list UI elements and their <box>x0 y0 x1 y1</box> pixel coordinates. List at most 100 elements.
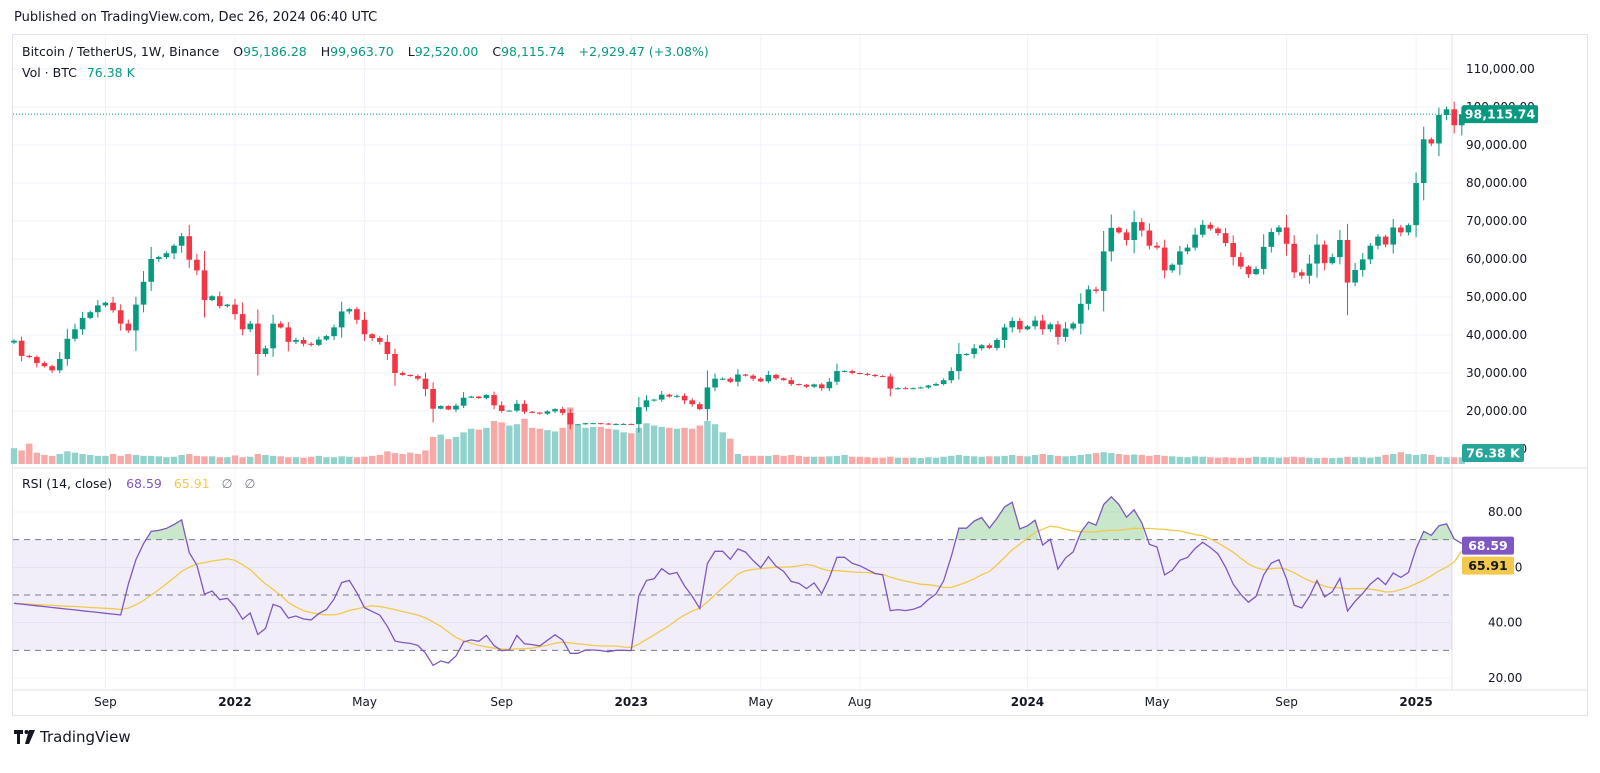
candle-body <box>392 354 398 373</box>
tradingview-logo[interactable]: TradingView <box>14 728 131 746</box>
candle-body <box>476 396 482 399</box>
time-tick-label: May <box>748 695 773 709</box>
volume-bar <box>216 457 223 464</box>
candle-body <box>1024 326 1031 330</box>
volume-bar <box>490 421 498 464</box>
price-tick-label: 50,000.00 <box>1466 290 1527 304</box>
volume-bar <box>247 456 254 464</box>
volume-bar <box>795 455 803 464</box>
candle-body <box>430 388 436 409</box>
rsi-tick-label: 80.00 <box>1488 505 1522 519</box>
volume-bar <box>521 418 528 464</box>
volume-bar <box>986 456 993 464</box>
candle-body <box>582 423 589 425</box>
volume-bar <box>414 454 422 464</box>
candle-body <box>331 327 337 337</box>
volume-bar <box>1115 454 1123 464</box>
candle-body <box>1390 227 1397 245</box>
volume-legend[interactable]: Vol · BTC 76.38 K <box>22 65 145 80</box>
volume-bar <box>102 455 109 464</box>
candle-body <box>1276 227 1282 233</box>
volume-bar <box>772 454 780 464</box>
volume-bar <box>696 425 703 464</box>
volume-bar <box>1176 456 1184 464</box>
volume-bar <box>1298 457 1305 464</box>
candle-body <box>1222 233 1229 244</box>
volume-bar <box>361 456 368 464</box>
volume-bar <box>513 424 521 464</box>
rsi-tick-label: 20.00 <box>1488 671 1522 685</box>
volume-bar <box>940 456 947 464</box>
close-value: 98,115.74 <box>501 44 565 59</box>
candle-body <box>1047 324 1054 330</box>
candle-body <box>1177 251 1183 265</box>
candle-body <box>811 384 817 387</box>
volume-bar <box>978 456 985 464</box>
time-tick-label: Sep <box>490 695 513 709</box>
volume-bar <box>483 427 490 464</box>
symbol-legend[interactable]: Bitcoin / TetherUS, 1W, Binance O95,186.… <box>22 44 719 59</box>
volume-bar <box>163 457 170 464</box>
candle-body <box>559 409 566 413</box>
volume-bar <box>71 452 79 464</box>
candle-body <box>72 329 78 339</box>
rsi-line <box>13 495 1463 667</box>
volume-bar <box>1458 457 1465 464</box>
candle-body <box>1405 225 1412 233</box>
rsi-legend[interactable]: RSI (14, close) 68.59 65.91 ∅ ∅ <box>22 476 263 491</box>
candle-body <box>1199 224 1206 235</box>
volume-bar <box>1047 454 1054 464</box>
volume-bar <box>788 454 795 464</box>
candle-body <box>460 397 467 406</box>
volume-bar <box>1450 457 1458 464</box>
volume-bar <box>1207 457 1214 464</box>
volume-bar <box>18 450 25 464</box>
candle-body <box>803 384 810 387</box>
candle-body <box>727 378 734 382</box>
candle-body <box>1085 289 1092 304</box>
candle-body <box>544 411 551 414</box>
candle-body <box>780 378 787 381</box>
candle-body <box>1451 109 1457 126</box>
candle-body <box>902 388 909 390</box>
volume-bar <box>582 427 589 464</box>
candle-body <box>1291 243 1297 273</box>
volume-bar <box>902 457 909 464</box>
volume-bar <box>1245 457 1252 464</box>
candle-body <box>1070 323 1076 329</box>
candle-body <box>704 387 711 410</box>
rsi-series <box>13 495 1463 667</box>
volume-bar <box>1214 457 1222 464</box>
candle-body <box>1268 232 1275 247</box>
volume-bar <box>1001 455 1008 464</box>
candle-body <box>628 423 635 425</box>
candle-body <box>1123 232 1130 240</box>
volume-bar <box>666 427 673 464</box>
volume-bar <box>193 455 201 464</box>
volume-bar <box>864 457 871 464</box>
time-tick-label: Sep <box>94 695 117 709</box>
volume-bar <box>1123 454 1130 464</box>
volume-bar <box>544 430 551 464</box>
time-tick-label: 2023 <box>615 695 648 709</box>
candle-body <box>643 400 650 408</box>
volume-bar <box>224 457 231 464</box>
volume-bar <box>48 455 56 464</box>
candle-body <box>232 304 238 315</box>
volume-bar <box>643 423 650 464</box>
rsi-overbought-fill <box>1076 496 1146 540</box>
volume-bar <box>841 454 848 464</box>
volume-bar <box>1283 457 1290 464</box>
candle-body <box>1055 324 1061 337</box>
candle-body <box>1359 259 1366 271</box>
volume-bar <box>26 443 33 464</box>
volume-bar <box>178 454 185 464</box>
rsi-value: 68.59 <box>126 476 162 491</box>
volume-bar <box>262 454 269 464</box>
volume-bar <box>186 454 193 464</box>
rsi-value-badge-bg <box>1462 536 1514 555</box>
candle-body <box>948 371 955 381</box>
candle-body <box>239 314 246 330</box>
volume-bar <box>1252 456 1260 464</box>
